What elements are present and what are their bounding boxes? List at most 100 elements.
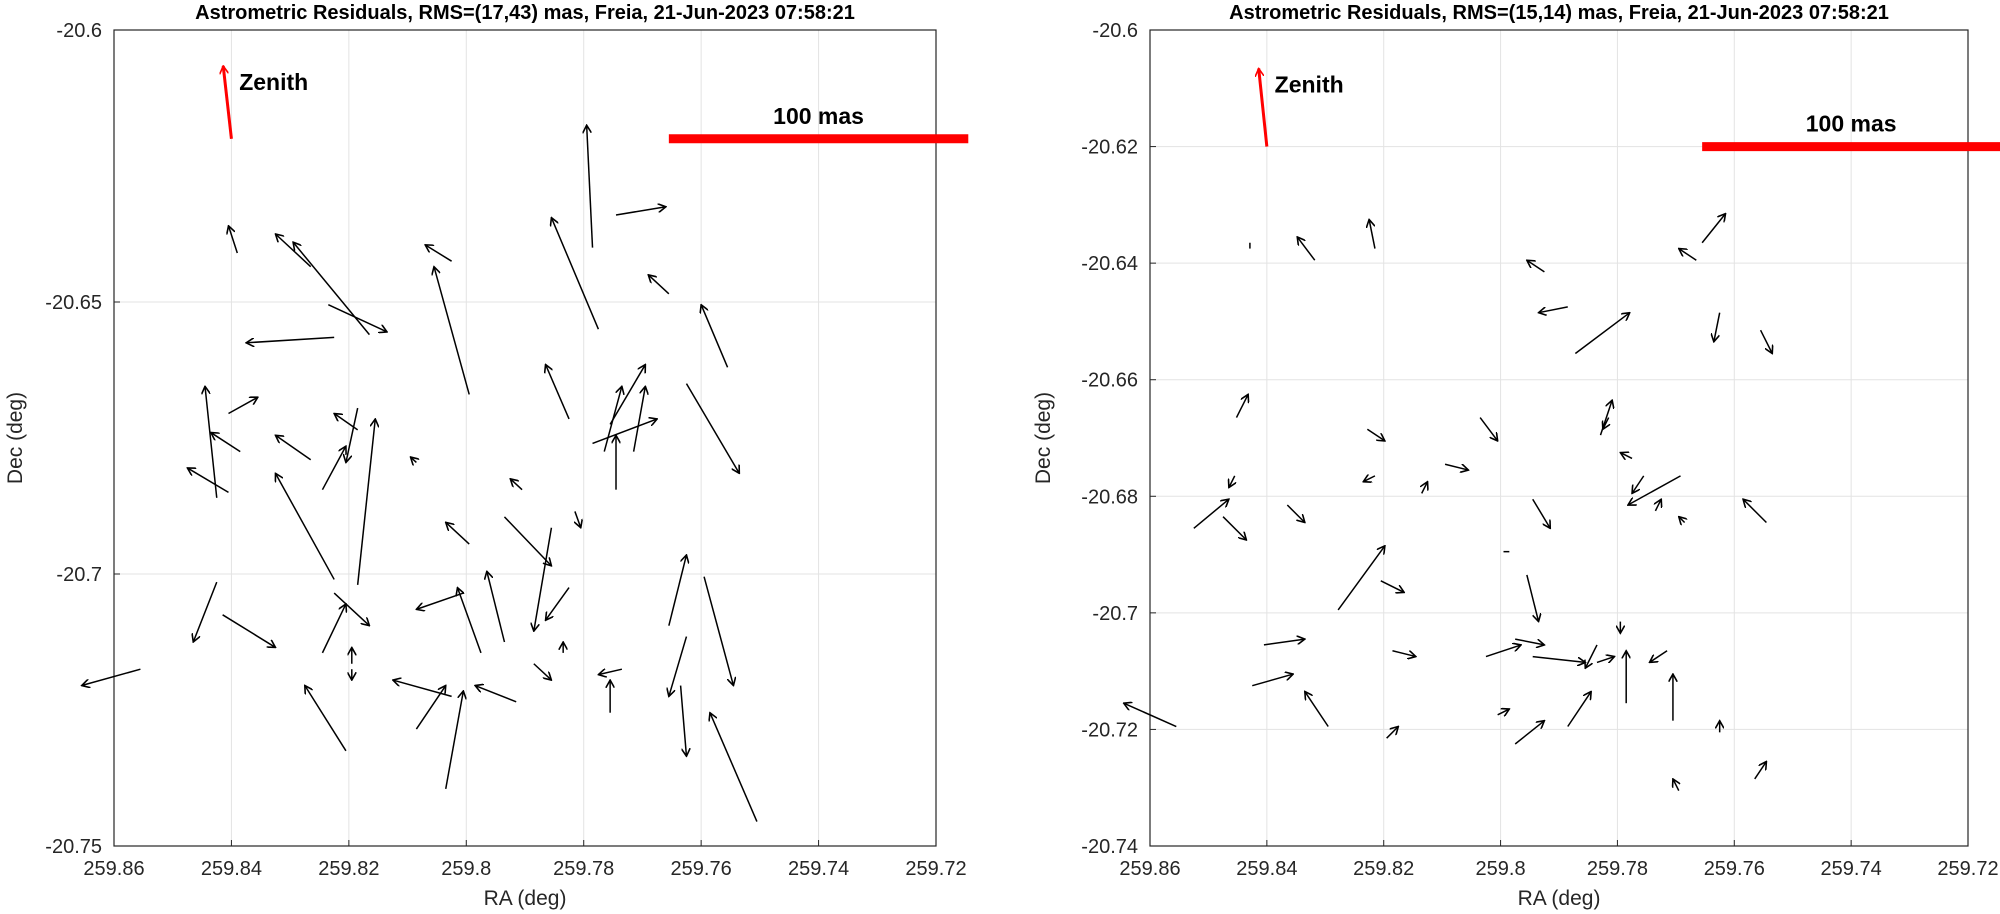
- y-tick-label: -20.62: [1081, 137, 1138, 159]
- residual-arrow: [1337, 546, 1385, 611]
- residual-arrow: [1599, 400, 1612, 436]
- residual-arrow: [1263, 639, 1305, 646]
- residual-arrow: [503, 516, 551, 566]
- x-tick-label: 259.8: [441, 858, 491, 880]
- residual-arrow: [1585, 644, 1598, 668]
- residual-arrow: [1193, 499, 1229, 529]
- residual-arrow: [1679, 517, 1685, 523]
- residual-arrow: [1515, 638, 1544, 645]
- residual-arrow: [205, 386, 218, 498]
- residual-arrow: [275, 234, 312, 268]
- residual-arrow: [1286, 504, 1305, 522]
- residual-arrow: [187, 468, 229, 494]
- x-tick-label: 259.74: [788, 858, 849, 880]
- residual-arrow: [444, 691, 464, 790]
- residual-arrow: [1527, 260, 1545, 273]
- residual-arrow: [1363, 476, 1376, 482]
- residual-arrow: [321, 446, 345, 491]
- y-tick-label: -20.7: [56, 564, 102, 586]
- residual-arrow: [475, 686, 517, 703]
- chart-panel-left: 259.86 259.84 259.82 259.8 259.78 259.76 259.7…: [4, 2, 969, 910]
- residual-arrow: [411, 457, 417, 462]
- residual-arrow: [701, 305, 729, 368]
- x-tick-label: 259.86: [83, 858, 144, 880]
- residual-arrow: [669, 636, 688, 697]
- residual-arrow: [1444, 463, 1468, 470]
- zenith-label: Zenith: [1275, 71, 1344, 97]
- y-tick-label: -20.75: [45, 836, 102, 858]
- residual-arrow: [1650, 650, 1668, 663]
- residual-arrow: [668, 555, 687, 626]
- residual-arrow: [222, 614, 276, 648]
- y-tick-label: -20.74: [1081, 836, 1138, 858]
- y-axis-label: Dec (deg): [4, 392, 27, 484]
- residuals-chart-left: 259.86 259.84 259.82 259.8 259.78 259.76 259.7…: [4, 2, 969, 910]
- residual-arrow: [1628, 475, 1681, 505]
- residual-arrow: [1673, 779, 1679, 791]
- x-tick-label: 259.78: [1587, 858, 1648, 880]
- residual-arrow: [546, 587, 570, 621]
- residual-arrow: [356, 419, 376, 585]
- residual-arrow: [1422, 482, 1428, 494]
- residual-arrow: [1514, 721, 1544, 745]
- residual-arrow: [1124, 703, 1177, 728]
- x-tick-label: 259.72: [905, 858, 966, 880]
- residual-arrow: [615, 207, 666, 216]
- residual-arrow: [1701, 214, 1725, 244]
- residual-arrow: [228, 226, 239, 254]
- residual-arrow: [246, 336, 335, 342]
- plot-frame: [113, 29, 937, 847]
- residual-arrow: [416, 592, 464, 609]
- x-axis-label: RA (deg): [484, 887, 567, 910]
- residual-arrow: [1567, 692, 1591, 727]
- x-tick-label: 259.84: [1236, 858, 1297, 880]
- residual-arrow: [275, 435, 312, 461]
- residual-arrow: [1366, 428, 1385, 441]
- scale-bar-label: 100 mas: [1806, 111, 1897, 137]
- residual-arrow: [609, 365, 645, 425]
- y-tick-label: -20.65: [45, 292, 102, 314]
- residual-arrow: [534, 527, 553, 631]
- plot-frame: [1149, 29, 1969, 847]
- residual-arrow: [393, 680, 452, 698]
- residual-arrow: [193, 581, 218, 642]
- residual-arrow: [592, 419, 658, 445]
- residual-arrow: [1632, 475, 1645, 493]
- x-tick-label: 259.82: [318, 858, 379, 880]
- zenith-arrow: [223, 66, 233, 139]
- residual-arrow: [487, 571, 506, 643]
- residual-arrow: [1620, 453, 1633, 459]
- residual-arrow: [587, 125, 594, 248]
- residual-arrow: [1479, 417, 1498, 441]
- residual-arrow: [305, 686, 347, 752]
- y-tick-label: -20.6: [1092, 20, 1138, 42]
- residual-arrow: [321, 604, 345, 654]
- residual-arrow: [648, 275, 670, 295]
- chart-panel-right: 259.86 259.84 259.82 259.8 259.78 259.76 259.7…: [1000, 0, 2000, 914]
- residual-arrow: [710, 713, 758, 822]
- y-tick-label: -20.72: [1081, 719, 1138, 741]
- residual-arrow: [1252, 674, 1293, 687]
- residual-arrow: [551, 218, 600, 330]
- residual-arrow: [1532, 498, 1551, 528]
- residual-arrow: [1485, 645, 1521, 658]
- residual-arrow: [1754, 761, 1767, 780]
- y-axis-label: Dec (deg): [1032, 392, 1055, 484]
- residual-arrow: [1532, 655, 1586, 663]
- residual-arrow: [685, 383, 739, 474]
- residual-arrow: [1497, 709, 1510, 715]
- residual-arrow: [275, 473, 335, 580]
- x-tick-label: 259.76: [1704, 858, 1765, 880]
- residual-arrow: [632, 386, 646, 452]
- residual-arrow: [228, 397, 257, 415]
- chart-title: Astrometric Residuals, RMS=(17,43) mas, …: [195, 2, 855, 24]
- x-tick-label: 259.86: [1119, 858, 1180, 880]
- residual-arrow: [1297, 237, 1316, 261]
- x-tick-label: 259.72: [1937, 858, 1998, 880]
- residual-arrow: [434, 267, 470, 395]
- residual-arrow: [546, 365, 570, 420]
- residual-arrow: [1369, 219, 1376, 249]
- residual-arrow: [211, 433, 241, 453]
- residual-arrow: [415, 686, 445, 730]
- x-tick-label: 259.74: [1821, 858, 1882, 880]
